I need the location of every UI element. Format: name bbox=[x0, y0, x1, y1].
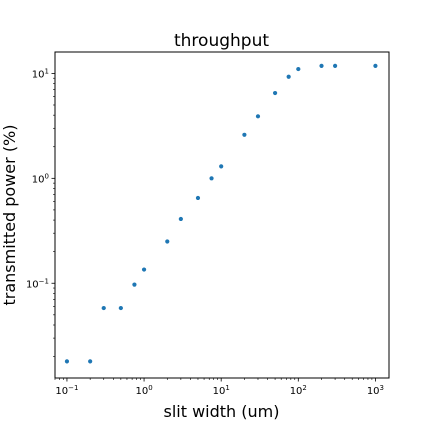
data-point bbox=[219, 164, 224, 169]
data-point bbox=[255, 114, 261, 119]
data-point bbox=[64, 359, 70, 364]
x-axis: 10−1 100 101 102 103 bbox=[54, 378, 384, 397]
plot-area-frame bbox=[54, 51, 390, 379]
data-point bbox=[242, 132, 247, 137]
data-point bbox=[286, 74, 291, 79]
chart-title: throughput bbox=[174, 31, 269, 51]
x-tick-label: 101 bbox=[213, 384, 230, 397]
x-tick-label: 102 bbox=[290, 384, 307, 397]
data-point bbox=[141, 267, 147, 272]
data-point bbox=[132, 282, 137, 287]
x-tick-label: 100 bbox=[135, 384, 152, 397]
data-point bbox=[272, 90, 278, 96]
y-tick-label: 100 bbox=[32, 172, 49, 185]
x-tick-label: 103 bbox=[367, 384, 384, 397]
data-point bbox=[209, 176, 214, 181]
y-tick-label: 10−1 bbox=[26, 277, 49, 290]
data-point bbox=[332, 63, 338, 68]
x-tick-label: 10−1 bbox=[55, 384, 78, 397]
data-point bbox=[178, 216, 183, 222]
data-point bbox=[118, 305, 123, 311]
data-point bbox=[88, 359, 93, 364]
data-point bbox=[101, 305, 106, 311]
y-axis-label: transmitted power (%) bbox=[0, 124, 19, 305]
data-points bbox=[64, 63, 378, 364]
data-point bbox=[373, 63, 378, 68]
y-tick-label: 101 bbox=[32, 67, 49, 80]
data-point bbox=[195, 195, 201, 201]
data-point bbox=[165, 239, 170, 244]
y-axis: 10−1 100 101 bbox=[26, 67, 55, 357]
x-axis-label: slit width (um) bbox=[164, 402, 280, 421]
data-point bbox=[296, 66, 301, 72]
data-point bbox=[319, 63, 324, 68]
